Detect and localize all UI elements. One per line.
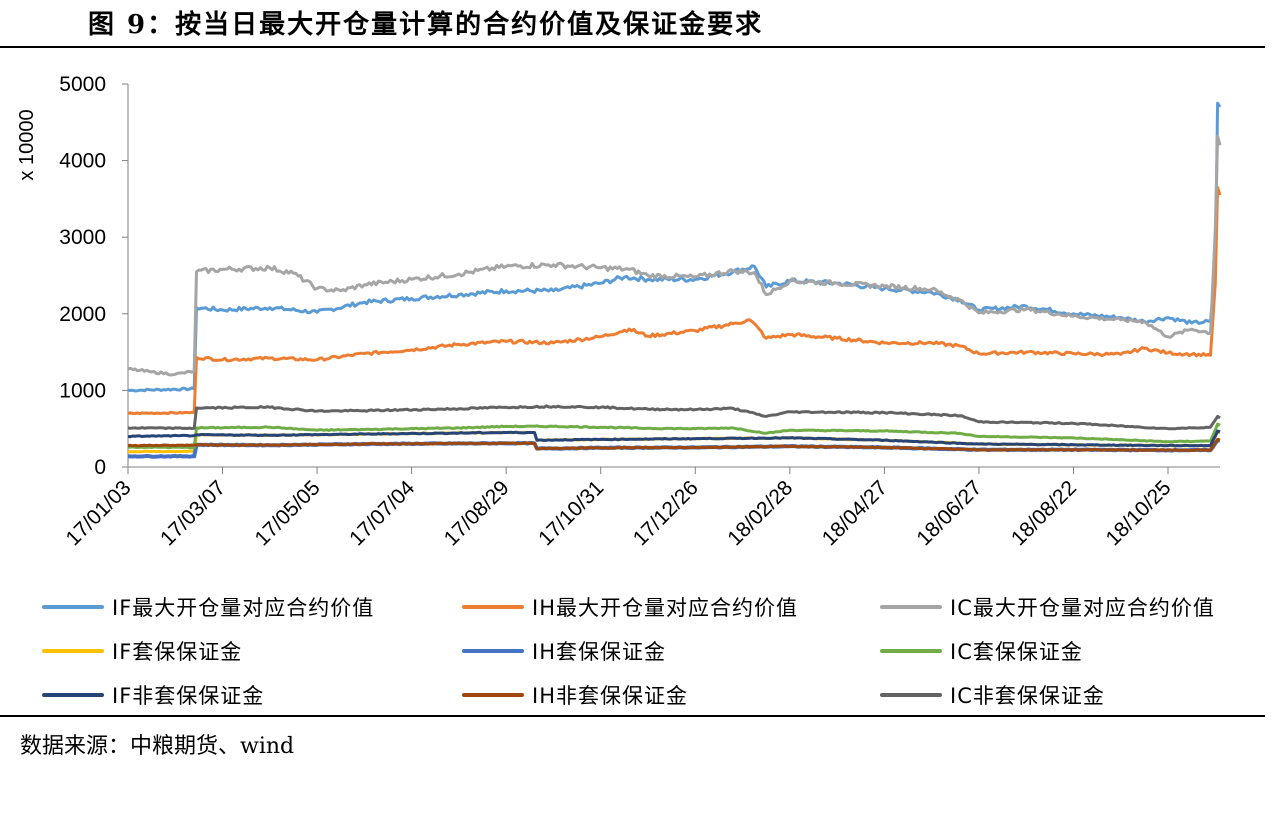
legend-swatch — [462, 693, 524, 697]
legend-swatch — [880, 649, 942, 653]
y-tick-label: 1000 — [59, 379, 106, 402]
x-tick-label: 17/12/26 — [629, 476, 703, 550]
legend-swatch — [880, 605, 942, 609]
legend-item: IH套保保证金 — [462, 637, 666, 665]
chart-legend: IF最大开仓量对应合约价值 IH最大开仓量对应合约价值 IC最大开仓量对应合约价值 I… — [0, 588, 1280, 714]
legend-item: IF最大开仓量对应合约价值 — [42, 593, 374, 621]
x-tick-label: 17/05/05 — [251, 476, 325, 550]
y-tick-label: 2000 — [59, 303, 106, 326]
x-tick-label: 17/10/31 — [534, 476, 608, 550]
x-tick-label: 17/01/03 — [61, 476, 135, 550]
legend-label: IC最大开仓量对应合约价值 — [950, 596, 1215, 620]
series-line-5 — [128, 422, 1221, 450]
legend-swatch — [42, 649, 104, 653]
x-tick-label: 17/07/04 — [345, 476, 419, 550]
legend-swatch — [880, 693, 942, 697]
x-tick-label: 18/08/22 — [1007, 476, 1081, 550]
series-line-8 — [127, 404, 1221, 431]
legend-item: IH最大开仓量对应合约价值 — [462, 593, 798, 621]
x-tick-label: 18/02/28 — [723, 476, 797, 550]
x-tick-label: 17/03/07 — [156, 476, 230, 550]
legend-swatch — [42, 605, 104, 609]
legend-item: IF非套保保证金 — [42, 681, 264, 709]
x-tick-label: 17/08/29 — [440, 476, 514, 550]
legend-swatch — [462, 605, 524, 609]
x-tick-label: 18/06/27 — [912, 476, 986, 550]
legend-item: IC最大开仓量对应合约价值 — [880, 593, 1215, 621]
y-tick-label: 4000 — [59, 150, 106, 173]
series-lines — [127, 101, 1222, 459]
y-tick-label: 5000 — [59, 73, 106, 96]
legend-item: IC非套保保证金 — [880, 681, 1105, 709]
legend-label: IF最大开仓量对应合约价值 — [112, 596, 375, 620]
footer-rule — [0, 715, 1265, 717]
series-line-0 — [128, 101, 1222, 393]
x-tick-label: 18/10/25 — [1101, 476, 1175, 550]
series-line-1 — [127, 185, 1222, 416]
legend-swatch — [42, 693, 104, 697]
legend-swatch — [462, 649, 524, 653]
legend-label: IC套保保证金 — [950, 640, 1083, 664]
series-line-6 — [127, 429, 1221, 448]
page-title: 图 9：按当日最大开仓量计算的合约价值及保证金要求 — [88, 10, 764, 40]
legend-label: IF非套保保证金 — [112, 684, 265, 708]
series-line-2 — [127, 134, 1222, 377]
legend-item: IH非套保保证金 — [462, 681, 688, 709]
legend-item: IC套保保证金 — [880, 637, 1083, 665]
legend-label: IH套保保证金 — [532, 640, 666, 664]
x-tick-label: 18/04/27 — [818, 476, 892, 550]
title-rule — [0, 46, 1265, 48]
x-axis: 17/01/03 17/03/07 17/05/05 17/07/04 17/08/29… — [61, 466, 1220, 550]
y-axis: 0 1000 2000 3000 4000 5000 — [59, 73, 129, 479]
legend-label: IF套保保证金 — [112, 640, 243, 664]
legend-label: IH最大开仓量对应合约价值 — [532, 596, 798, 620]
series-line-7 — [127, 437, 1221, 452]
legend-label: IC非套保保证金 — [950, 684, 1105, 708]
source-note: 数据来源：中粮期货、wind — [20, 734, 295, 759]
y-tick-label: 0 — [94, 456, 106, 479]
legend-item: IF套保保证金 — [42, 637, 242, 665]
y-unit-label: x 10000 — [16, 109, 38, 180]
y-tick-label: 3000 — [59, 226, 106, 249]
legend-label: IH非套保保证金 — [532, 684, 688, 708]
